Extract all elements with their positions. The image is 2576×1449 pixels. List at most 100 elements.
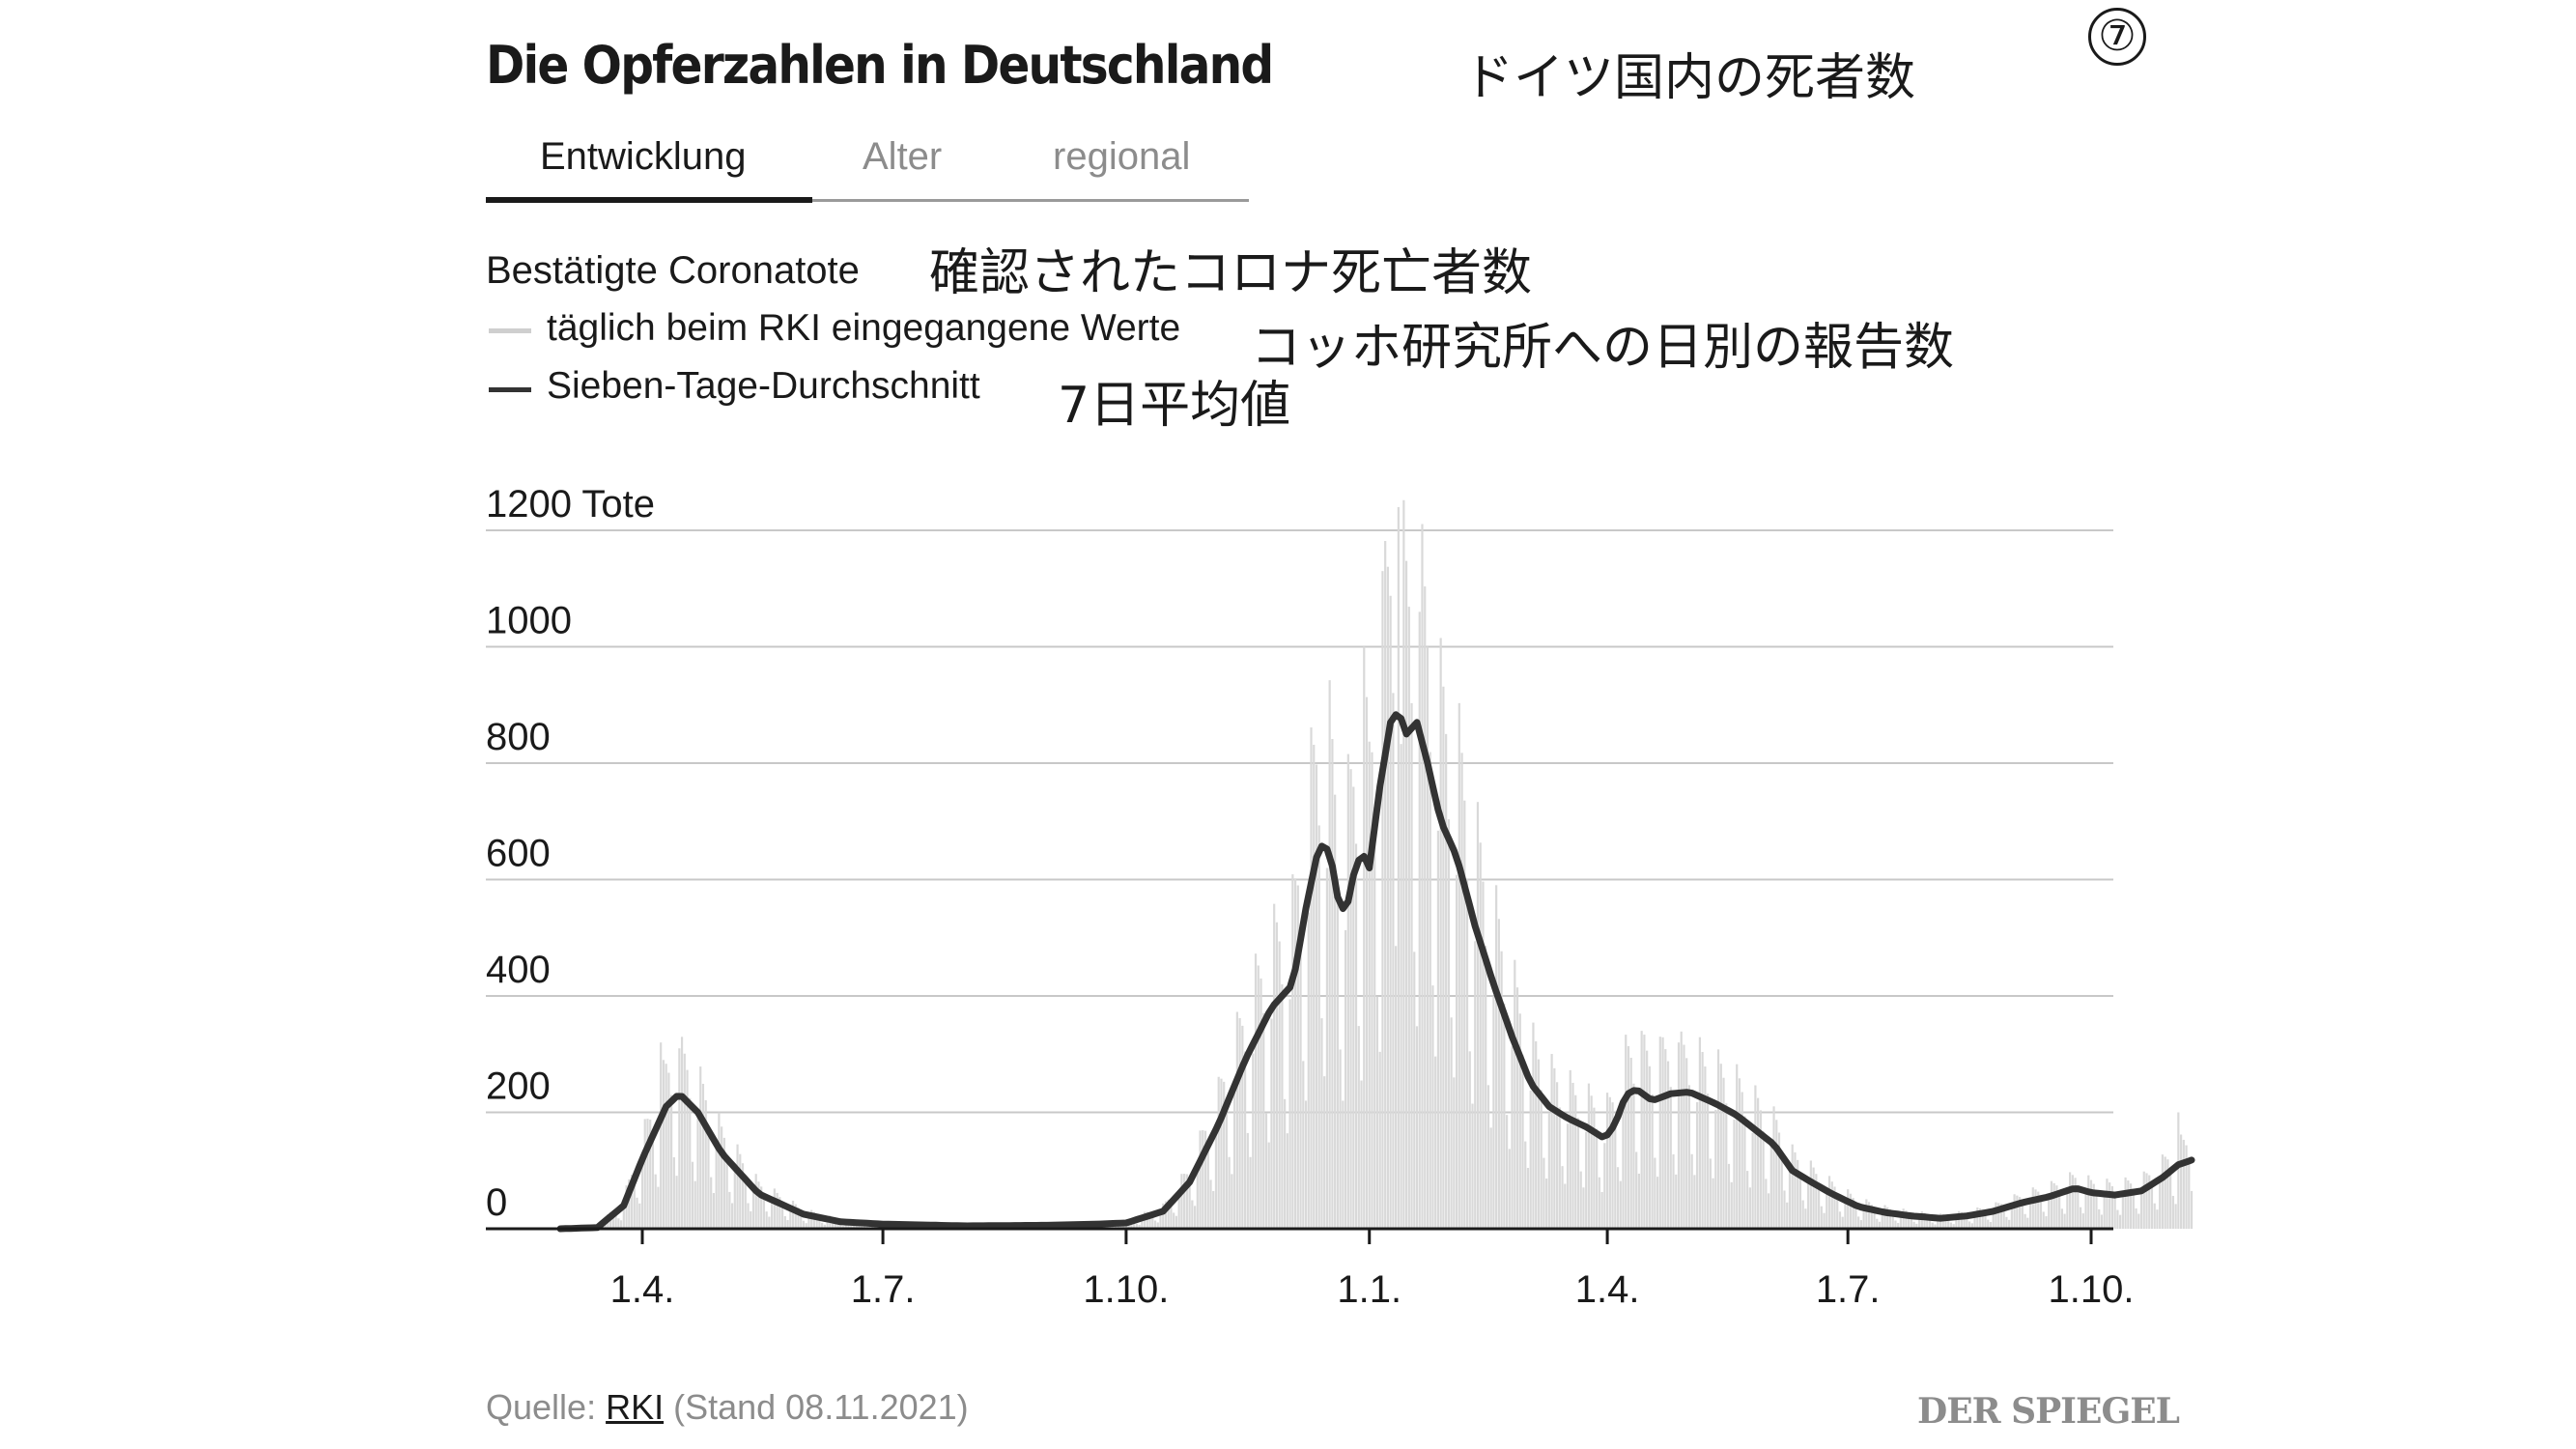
daily-bar [633,1176,636,1229]
daily-bar [638,1203,641,1229]
daily-bar [1704,1066,1707,1229]
daily-bar [1677,1042,1681,1229]
daily-bar [1902,1208,1905,1229]
daily-bar [1719,1064,1722,1229]
daily-bar [628,1179,631,1229]
daily-bar [1759,1110,1762,1229]
daily-bar [1696,1101,1699,1229]
daily-bar [1826,1192,1828,1229]
daily-bar [1455,874,1458,1229]
daily-bar [1183,1174,1186,1229]
daily-bar [1167,1199,1170,1229]
daily-bar [1894,1220,1897,1229]
tab-regional[interactable]: regional [1053,135,1191,178]
daily-bar [2109,1182,2111,1229]
x-tick-label: 1.10. [1083,1268,1169,1311]
daily-bar [836,1220,839,1229]
daily-bar [1397,506,1400,1229]
daily-bar [670,1094,673,1229]
daily-bar [1970,1223,1973,1229]
daily-bar [1812,1167,1815,1229]
daily-bar [1463,800,1466,1229]
daily-bar [1716,1049,1720,1229]
daily-bar [1310,727,1313,1229]
daily-bar [1780,1151,1783,1229]
daily-bar [2095,1191,2098,1229]
daily-bar [1173,1212,1175,1229]
active-tab-indicator [486,197,812,203]
daily-bar [810,1209,813,1229]
daily-bar [2005,1216,2008,1229]
daily-bar [2156,1209,2159,1229]
daily-bar [2100,1214,2104,1229]
daily-bar [1360,1080,1363,1229]
daily-bar [1323,1076,1326,1229]
daily-bar [1852,1198,1854,1229]
daily-bar [1511,1046,1514,1229]
daily-bar [1371,752,1373,1229]
daily-bar [1246,1132,1249,1229]
daily-bar [1687,1085,1691,1229]
tab-alter[interactable]: Alter [863,135,943,178]
daily-bar [1908,1211,1911,1229]
daily-bar [1915,1223,1918,1229]
daily-bar [2031,1187,2034,1229]
daily-bar [2164,1156,2166,1229]
source-link[interactable]: RKI [606,1387,665,1427]
daily-bar [1669,1087,1672,1229]
daily-bar [1164,1201,1168,1229]
daily-bar [1296,885,1299,1229]
daily-bar [1632,1083,1635,1229]
y-tick-label: 200 [486,1065,551,1108]
daily-bar [1196,1169,1199,1229]
daily-bar [1550,1054,1553,1229]
daily-bar [1431,985,1434,1229]
daily-bar [1949,1222,1953,1229]
daily-bar [728,1191,731,1229]
daily-bar [747,1203,750,1229]
legend-label-daily-japanese: コッホ研究所への日別の報告数 [1251,319,1955,377]
daily-bar [1654,1157,1656,1229]
daily-bar [704,1099,707,1229]
daily-bar [1257,965,1260,1229]
tab-entwicklung[interactable]: Entwicklung [540,135,747,178]
daily-bar [707,1125,710,1229]
daily-bar [1751,1132,1754,1229]
daily-bar [1836,1194,1839,1229]
daily-bar [620,1220,623,1229]
daily-bar [1775,1120,1778,1229]
daily-bar [1978,1208,1982,1229]
daily-bar [2079,1207,2082,1229]
daily-bar [2042,1211,2045,1229]
daily-bar [667,1072,670,1229]
daily-bar [1553,1067,1556,1229]
daily-bar [1447,819,1450,1229]
daily-bar [815,1213,818,1229]
daily-bar [807,1215,810,1229]
daily-bar [1947,1216,1950,1229]
daily-bar [1342,1100,1345,1229]
daily-bar [1304,1100,1308,1229]
daily-bar [1489,1127,1492,1229]
daily-bar [1736,1064,1739,1229]
daily-bar [1299,923,1302,1229]
y-tick-label: 1000 [486,600,572,642]
daily-bar [2021,1201,2024,1229]
daily-bar [1518,1013,1521,1229]
daily-bar [1797,1159,1799,1229]
daily-bar [1643,1035,1646,1229]
daily-bar [1291,874,1294,1229]
daily-bar [2137,1213,2140,1229]
daily-bar [1357,1026,1360,1229]
daily-bar [2135,1208,2137,1229]
daily-bar [1576,1118,1580,1229]
daily-bar [1944,1214,1947,1229]
daily-bar [1827,1176,1831,1229]
daily-bar [1888,1208,1892,1229]
daily-bar [712,1193,716,1229]
daily-bar [730,1203,734,1229]
daily-bar [1365,696,1369,1229]
daily-bar [1260,978,1262,1229]
daily-bar [1992,1211,1995,1229]
daily-bar [823,1224,826,1229]
